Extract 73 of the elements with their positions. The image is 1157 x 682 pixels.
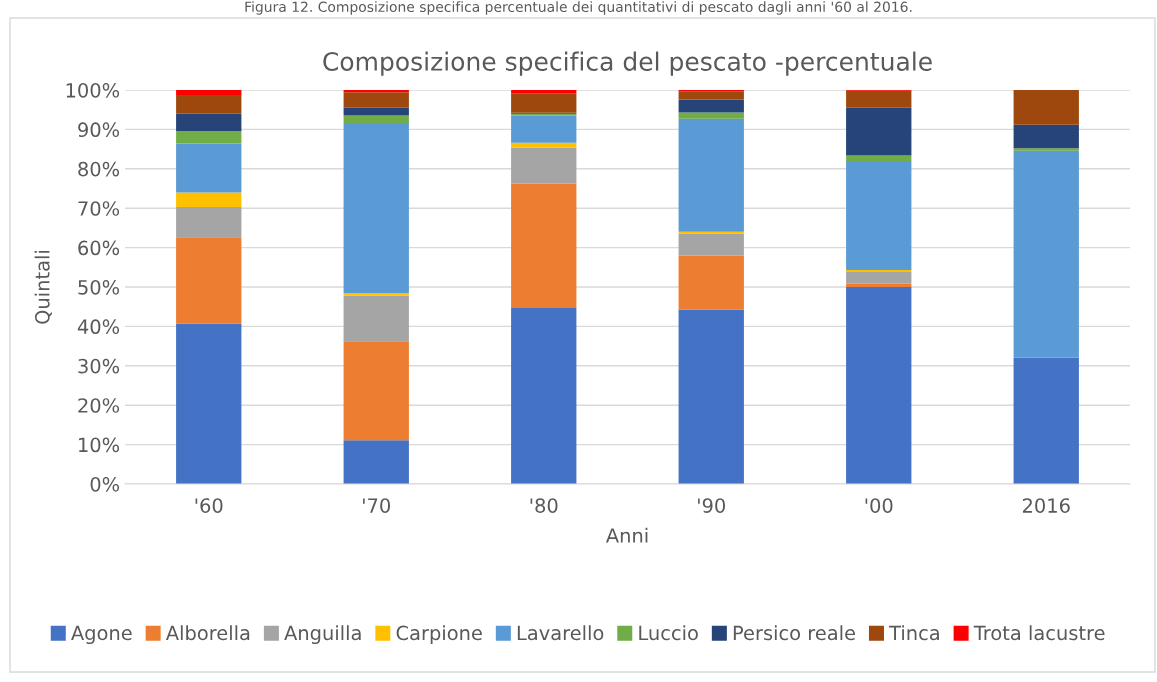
legend-label: Carpione bbox=[396, 625, 482, 645]
bar bbox=[176, 95, 242, 114]
bar bbox=[343, 440, 409, 484]
y-tick-label: 30% bbox=[78, 358, 120, 374]
legend-label: Persico reale bbox=[733, 625, 856, 641]
y-tick-label: 80% bbox=[78, 161, 120, 177]
bar bbox=[678, 309, 744, 484]
legend-label: Lavarello bbox=[517, 625, 604, 641]
bar bbox=[176, 192, 242, 208]
bar bbox=[678, 233, 744, 256]
x-tick-label: '70 bbox=[363, 498, 390, 513]
y-tick-label: 10% bbox=[79, 437, 120, 453]
bar bbox=[176, 143, 242, 193]
bar bbox=[343, 92, 409, 108]
bar bbox=[846, 283, 912, 287]
bar bbox=[343, 295, 409, 342]
x-tick-label: 2016 bbox=[1022, 498, 1070, 513]
bar bbox=[176, 131, 242, 144]
bar bbox=[176, 207, 242, 238]
bar bbox=[176, 237, 242, 324]
legend-label: Luccio bbox=[639, 625, 698, 641]
bar bbox=[176, 90, 242, 96]
bar bbox=[511, 183, 577, 308]
bar bbox=[1013, 357, 1079, 484]
x-tick-label: '00 bbox=[865, 498, 893, 513]
y-tick-label: 90% bbox=[78, 122, 120, 138]
x-tick-label: '90 bbox=[698, 498, 725, 513]
bar bbox=[511, 93, 577, 113]
x-tick-label: '60 bbox=[195, 498, 223, 513]
y-tick-label: 0% bbox=[90, 476, 120, 492]
bar bbox=[1013, 150, 1079, 358]
bar bbox=[846, 160, 912, 271]
bar bbox=[511, 90, 577, 94]
bar bbox=[343, 107, 409, 116]
bar bbox=[846, 287, 912, 484]
bar bbox=[343, 123, 409, 294]
legend-label: Trota lacustre bbox=[973, 625, 1105, 641]
y-tick-label: 40% bbox=[77, 319, 120, 335]
bar bbox=[511, 142, 577, 148]
bar bbox=[846, 107, 912, 156]
bar bbox=[176, 113, 242, 132]
bar bbox=[678, 255, 744, 310]
bar bbox=[343, 115, 409, 124]
y-tick-label: 100% bbox=[66, 82, 120, 98]
y-tick-label: 70% bbox=[78, 201, 120, 216]
legend-label: Anguilla bbox=[284, 625, 361, 645]
bar bbox=[678, 99, 744, 113]
bar bbox=[678, 118, 744, 232]
bar bbox=[678, 112, 744, 119]
x-tick-label: '80 bbox=[530, 498, 558, 513]
text: Figura 12. Composizione specifica percentuale dei quantitativi di pescato dagli anni '60 al 2016. bbox=[245, 1, 912, 15]
legend-label: Alborella bbox=[165, 625, 250, 641]
bar bbox=[1013, 90, 1079, 125]
legend-label: Tinca bbox=[889, 625, 939, 641]
bar bbox=[343, 293, 409, 296]
bar bbox=[343, 341, 409, 441]
bar bbox=[846, 155, 912, 161]
bar bbox=[176, 323, 242, 484]
chart-title: Composizione specifica del pescato -percentuale bbox=[323, 51, 932, 76]
y-tick-label: 50% bbox=[78, 279, 120, 295]
y-axis-title: Quintali bbox=[34, 250, 52, 324]
bar bbox=[678, 91, 744, 100]
bar bbox=[511, 115, 577, 143]
bar bbox=[511, 307, 577, 484]
y-tick-label: 20% bbox=[78, 398, 120, 413]
bar bbox=[846, 90, 912, 108]
legend-label: Agone bbox=[71, 625, 132, 645]
bar bbox=[1013, 124, 1079, 149]
bar bbox=[511, 147, 577, 184]
x-axis-title: Anni bbox=[605, 527, 648, 543]
bar bbox=[846, 272, 912, 284]
y-tick-label: 60% bbox=[78, 240, 120, 256]
bar bbox=[1013, 148, 1079, 151]
